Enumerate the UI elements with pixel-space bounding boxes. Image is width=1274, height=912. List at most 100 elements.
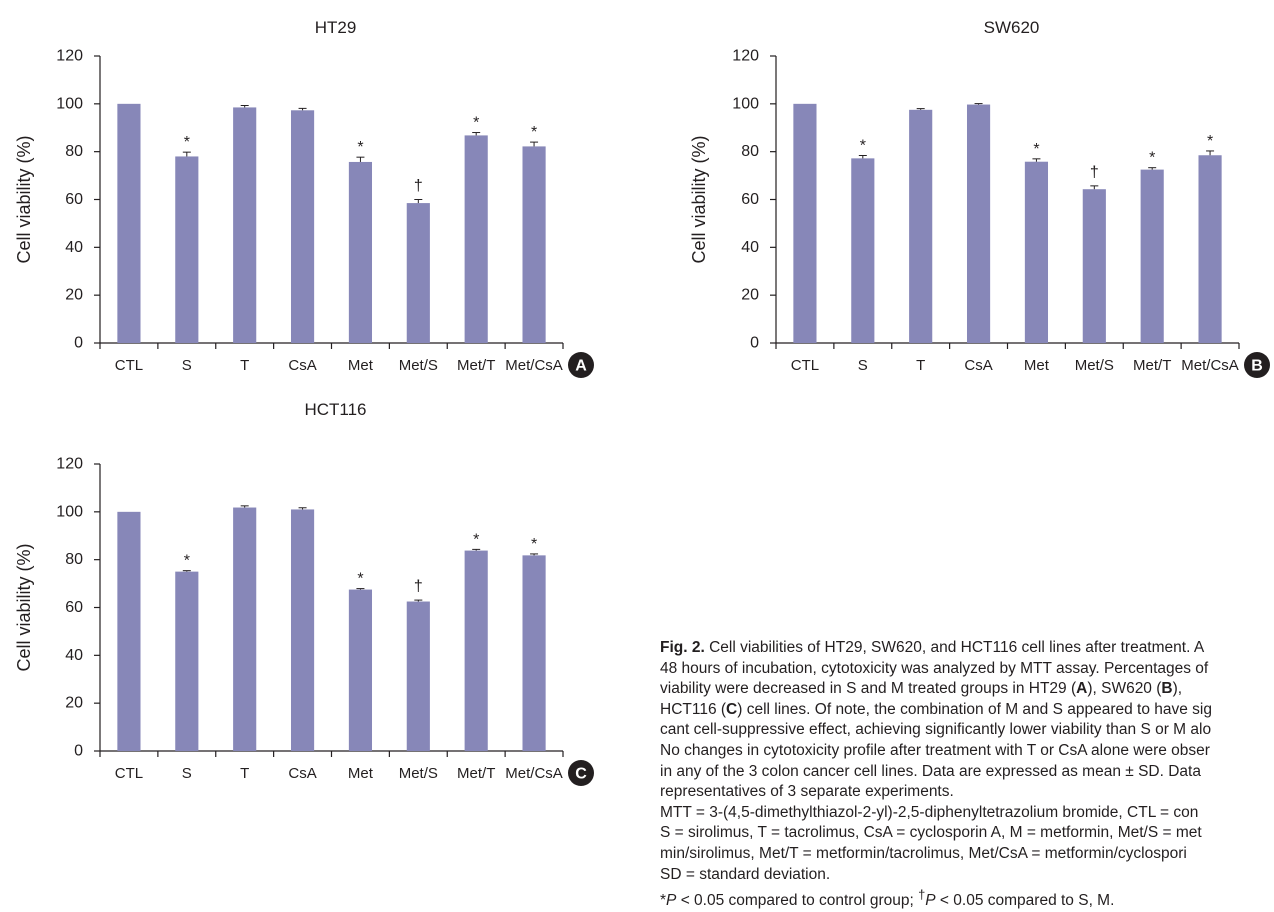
- bar: [290, 509, 315, 751]
- y-tick-label: 60: [741, 191, 759, 208]
- panel-label: A: [575, 358, 587, 375]
- x-tick-label: Met/T: [1133, 357, 1171, 374]
- y-tick-label: 100: [56, 95, 83, 112]
- x-tick-label: S: [182, 765, 192, 782]
- caption-fig-label: Fig. 2.: [660, 639, 705, 656]
- x-tick-label: CTL: [791, 357, 819, 374]
- bar: [522, 146, 546, 343]
- panel-label-badge: [568, 760, 594, 786]
- x-tick-label: Met: [348, 357, 374, 374]
- x-tick-label: S: [182, 357, 192, 374]
- bar: [406, 203, 430, 343]
- bar: [233, 107, 257, 343]
- x-tick-label: Met/CsA: [1181, 357, 1239, 374]
- significance-mark: †: [1090, 164, 1099, 181]
- significance-mark: *: [473, 531, 479, 548]
- y-tick-label: 40: [65, 239, 83, 256]
- chart-panel-b: SW620 Cell viability (%) 0 20 40 60 80 100 120 CT…: [689, 18, 1270, 378]
- y-tick-label: 120: [56, 48, 83, 65]
- y-tick-label: 120: [732, 48, 759, 65]
- x-tick-label: Met/CsA: [505, 765, 563, 782]
- bar: [1198, 155, 1222, 343]
- bar: [290, 110, 315, 343]
- bar: [522, 555, 546, 751]
- y-tick-label: 60: [65, 599, 83, 616]
- x-tick-label: S: [858, 357, 868, 374]
- x-tick-label: T: [240, 357, 249, 374]
- significance-mark: *: [1207, 133, 1213, 150]
- x-tick-label: CTL: [115, 765, 143, 782]
- caption-line: min/sirolimus, Met/T = metformin/tacroli…: [660, 844, 1187, 862]
- x-tick-label: T: [916, 357, 925, 374]
- y-tick-label: 80: [65, 551, 83, 568]
- y-tick-label: 60: [65, 191, 83, 208]
- caption-line: S = sirolimus, T = tacrolimus, CsA = cyc…: [660, 824, 1202, 842]
- x-tick-label: CTL: [115, 357, 143, 374]
- chart-title: HT29: [315, 18, 357, 37]
- bar: [1140, 169, 1164, 343]
- chart-title: SW620: [984, 18, 1040, 37]
- bar: [406, 601, 430, 751]
- significance-mark: *: [357, 571, 363, 588]
- x-tick-label: Met/CsA: [505, 357, 563, 374]
- bar: [117, 511, 141, 751]
- significance-mark: *: [1033, 141, 1039, 158]
- bar: [1082, 189, 1106, 343]
- x-tick-label: Met/T: [457, 357, 495, 374]
- significance-mark: *: [184, 134, 190, 151]
- caption-line: cant cell-suppressive effect, achieving …: [660, 721, 1212, 739]
- significance-mark: *: [860, 137, 866, 154]
- significance-mark: *: [1149, 150, 1155, 167]
- y-tick-label: 0: [74, 743, 83, 760]
- y-tick-label: 40: [65, 647, 83, 664]
- x-tick-label: CsA: [964, 357, 992, 374]
- figure-caption: Fig. 2. Cell viabilities of HT29, SW620,…: [660, 638, 1272, 912]
- caption-line: No changes in cytotoxicity profile after…: [660, 741, 1210, 759]
- x-tick-label: Met: [348, 765, 374, 782]
- significance-mark: †: [414, 578, 423, 595]
- y-tick-label: 40: [741, 239, 759, 256]
- chart-panel-c: HCT116 Cell viability (%) 0 20 40 60 80 100 120 C…: [14, 400, 594, 786]
- y-tick-label: 120: [56, 456, 83, 473]
- bar: [117, 103, 141, 343]
- bar: [851, 158, 875, 343]
- caption-line: representatives of 3 separate experiment…: [660, 783, 954, 801]
- chart-panel-a: HT29 Cell viability (%) 0 20 40 60 80 100 120 CTL…: [14, 18, 594, 378]
- panel-label: B: [1251, 358, 1263, 375]
- significance-mark: †: [414, 178, 423, 195]
- y-tick-label: 0: [74, 335, 83, 352]
- y-tick-label: 20: [741, 287, 759, 304]
- significance-mark: *: [473, 115, 479, 132]
- caption-line: HCT116 (C) cell lines. Of note, the comb…: [660, 700, 1212, 718]
- y-tick-label: 20: [65, 287, 83, 304]
- chart-title: HCT116: [304, 400, 366, 419]
- x-tick-label: CsA: [288, 765, 316, 782]
- y-tick-label: 80: [741, 143, 759, 160]
- bar: [175, 156, 199, 343]
- y-tick-label: 0: [750, 335, 759, 352]
- bar: [909, 109, 933, 343]
- x-tick-label: Met: [1024, 357, 1050, 374]
- significance-mark: *: [357, 139, 363, 156]
- significance-mark: *: [531, 124, 537, 141]
- panel-label: C: [575, 766, 587, 783]
- panel-label-badge: [1244, 352, 1270, 378]
- y-tick-label: 100: [56, 503, 83, 520]
- y-tick-label: 80: [65, 143, 83, 160]
- bar: [1024, 161, 1049, 343]
- caption-line: MTT = 3-(4,5-dimethylthiazol-2-yl)-2,5-d…: [660, 803, 1199, 821]
- panel-label-badge: [568, 352, 594, 378]
- bar: [348, 589, 373, 751]
- caption-line: in any of the 3 colon cancer cell lines.…: [660, 762, 1201, 780]
- y-tick-label: 20: [65, 695, 83, 712]
- bar: [793, 103, 817, 343]
- caption-line: Fig. 2. Cell viabilities of HT29, SW620,…: [660, 639, 1205, 656]
- x-tick-label: CsA: [288, 357, 316, 374]
- bar: [175, 571, 199, 751]
- caption-line: *P < 0.05 compared to control group; †P …: [660, 887, 1115, 910]
- x-tick-label: Met/S: [1075, 357, 1114, 374]
- caption-line: 48 hours of incubation, cytotoxicity was…: [660, 659, 1209, 677]
- x-tick-label: Met/S: [399, 765, 438, 782]
- x-tick-label: Met/T: [457, 765, 495, 782]
- caption-line: SD = standard deviation.: [660, 865, 831, 883]
